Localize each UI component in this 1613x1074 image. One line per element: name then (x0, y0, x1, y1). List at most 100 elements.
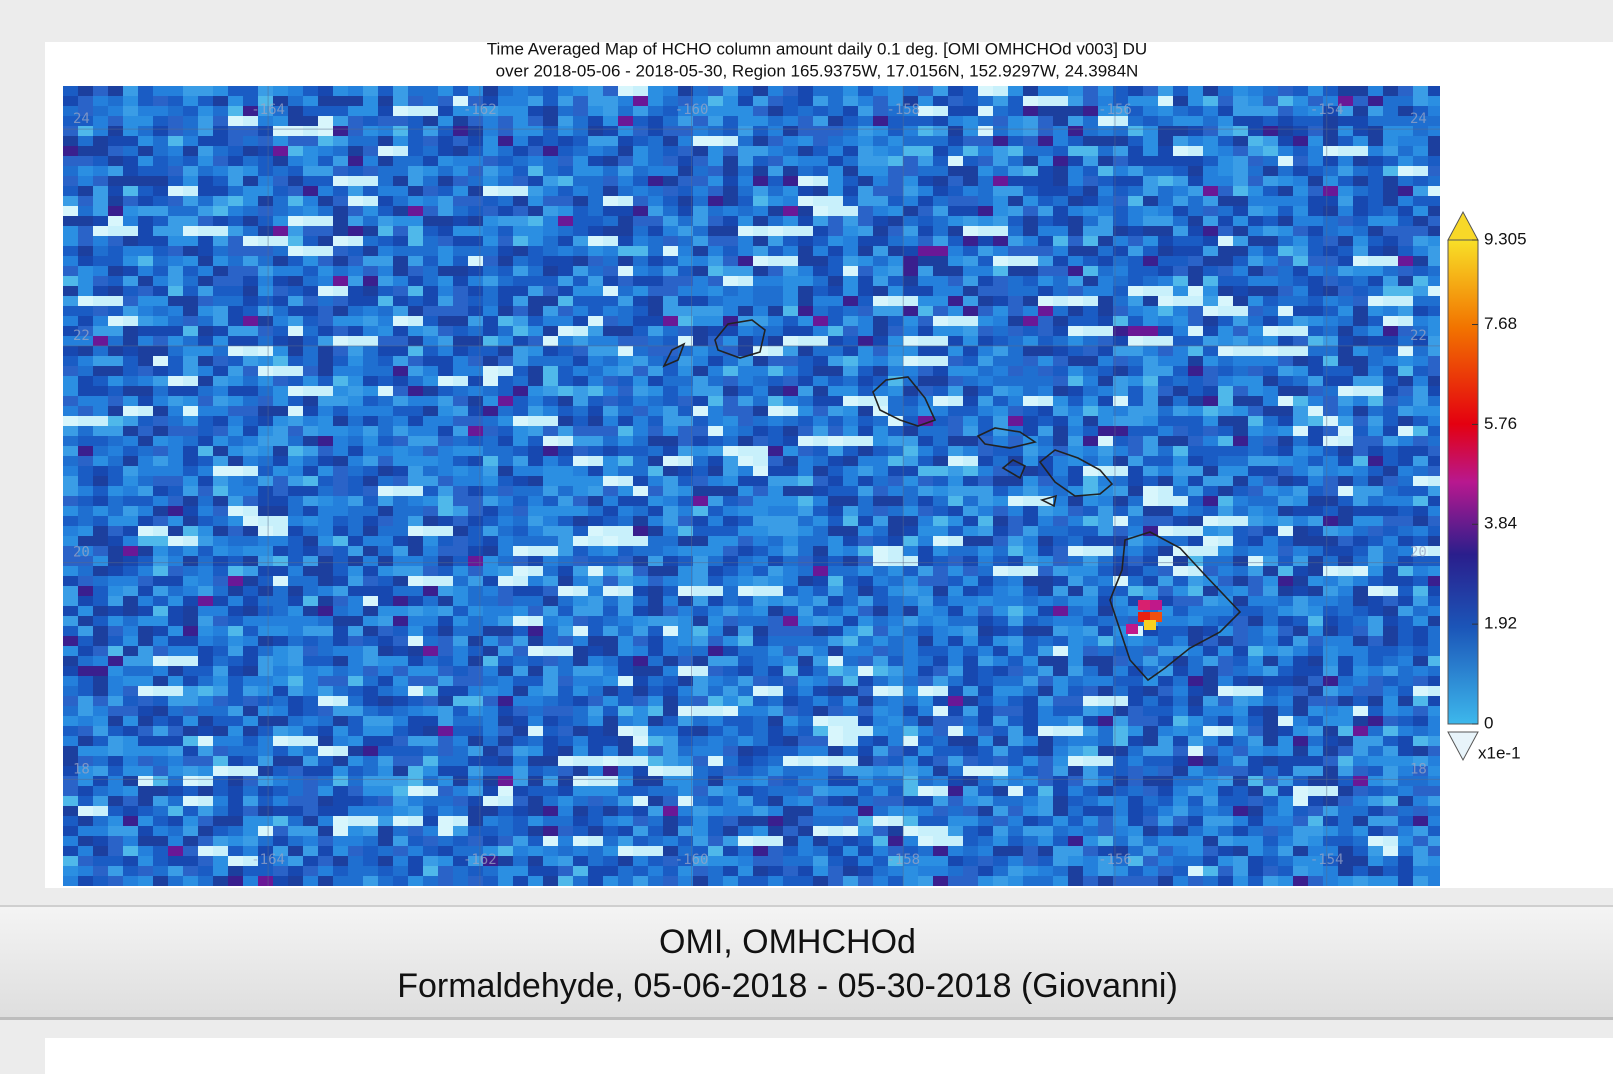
map-pixel (393, 226, 408, 236)
map-pixel (1038, 286, 1053, 296)
map-pixel (1293, 296, 1308, 306)
map-pixel (513, 216, 528, 226)
map-pixel (1323, 156, 1338, 166)
map-pixel (978, 86, 993, 96)
map-pixel (648, 356, 663, 366)
map-pixel (93, 366, 108, 376)
map-pixel (1323, 356, 1338, 366)
map-pixel (858, 216, 873, 226)
map-pixel (423, 146, 438, 156)
map-pixel (108, 576, 123, 586)
map-pixel (303, 586, 318, 596)
map-pixel (153, 216, 168, 226)
map-pixel (978, 456, 993, 466)
map-pixel (903, 286, 918, 296)
map-pixel (1083, 556, 1098, 566)
map-pixel (153, 226, 168, 236)
map-pixel (1248, 326, 1263, 336)
map-pixel (1338, 556, 1353, 566)
map-pixel (1218, 386, 1233, 396)
map-pixel (708, 606, 723, 616)
map-pixel (1203, 416, 1218, 426)
map-pixel (978, 256, 993, 266)
map-pixel (243, 556, 258, 566)
map-pixel (1338, 486, 1353, 496)
map-pixel (573, 206, 588, 216)
map-pixel (168, 586, 183, 596)
map-pixel (333, 146, 348, 156)
map-pixel (693, 166, 708, 176)
map-pixel (1098, 236, 1113, 246)
map-pixel (198, 496, 213, 506)
map-pixel (318, 436, 333, 446)
map-pixel (408, 626, 423, 636)
map-pixel (93, 216, 108, 226)
map-pixel (588, 526, 603, 536)
map-pixel (183, 586, 198, 596)
map-pixel (663, 516, 678, 526)
map-pixel (1338, 216, 1353, 226)
map-pixel (1128, 406, 1143, 416)
map-pixel (1188, 586, 1203, 596)
map-pixel (1383, 156, 1398, 166)
map-pixel (798, 566, 813, 576)
map-pixel (648, 186, 663, 196)
map-pixel (1143, 496, 1158, 506)
map-pixel (258, 286, 273, 296)
map-pixel (348, 276, 363, 286)
map-pixel (1428, 616, 1440, 626)
map-pixel (393, 576, 408, 586)
map-pixel (63, 286, 78, 296)
map-pixel (93, 376, 108, 386)
map-pixel (378, 386, 393, 396)
map-pixel (783, 376, 798, 386)
map-pixel (498, 106, 513, 116)
map-pixel (168, 86, 183, 96)
map-pixel (213, 286, 228, 296)
map-pixel (153, 196, 168, 206)
map-pixel (888, 546, 903, 556)
map-pixel (363, 296, 378, 306)
map-pixel (123, 356, 138, 366)
map-pixel (783, 136, 798, 146)
map-pixel (78, 406, 93, 416)
map-pixel (168, 186, 183, 196)
map-pixel (1053, 316, 1068, 326)
map-pixel (1083, 86, 1098, 96)
map-pixel (768, 176, 783, 186)
map-pixel (633, 256, 648, 266)
map-pixel (1278, 156, 1293, 166)
map-pixel (138, 296, 153, 306)
map-pixel (1068, 406, 1083, 416)
map-pixel (1053, 236, 1068, 246)
map-pixel (483, 386, 498, 396)
map-pixel (423, 186, 438, 196)
map-pixel (918, 526, 933, 536)
map-pixel (1263, 326, 1278, 336)
map-pixel (1188, 116, 1203, 126)
map-pixel (393, 256, 408, 266)
map-pixel (513, 116, 528, 126)
map-pixel (183, 246, 198, 256)
map-pixel (363, 626, 378, 636)
map-pixel (1233, 116, 1248, 126)
map-pixel (648, 506, 663, 516)
map-pixel (213, 106, 228, 116)
map-pixel (948, 506, 963, 516)
map-pixel (78, 356, 93, 366)
map-pixel (798, 556, 813, 566)
map-pixel (1428, 196, 1440, 206)
map-pixel (498, 566, 513, 576)
map-pixel (1203, 86, 1218, 96)
map-pixel (543, 526, 558, 536)
map-pixel (1428, 416, 1440, 426)
map-pixel (678, 466, 693, 476)
map-pixel (1083, 236, 1098, 246)
map-pixel (513, 276, 528, 286)
map-pixel (873, 276, 888, 286)
map-pixel (528, 86, 543, 96)
map-pixel (948, 256, 963, 266)
map-pixel (78, 456, 93, 466)
map-pixel (408, 176, 423, 186)
map-pixel (1173, 116, 1188, 126)
